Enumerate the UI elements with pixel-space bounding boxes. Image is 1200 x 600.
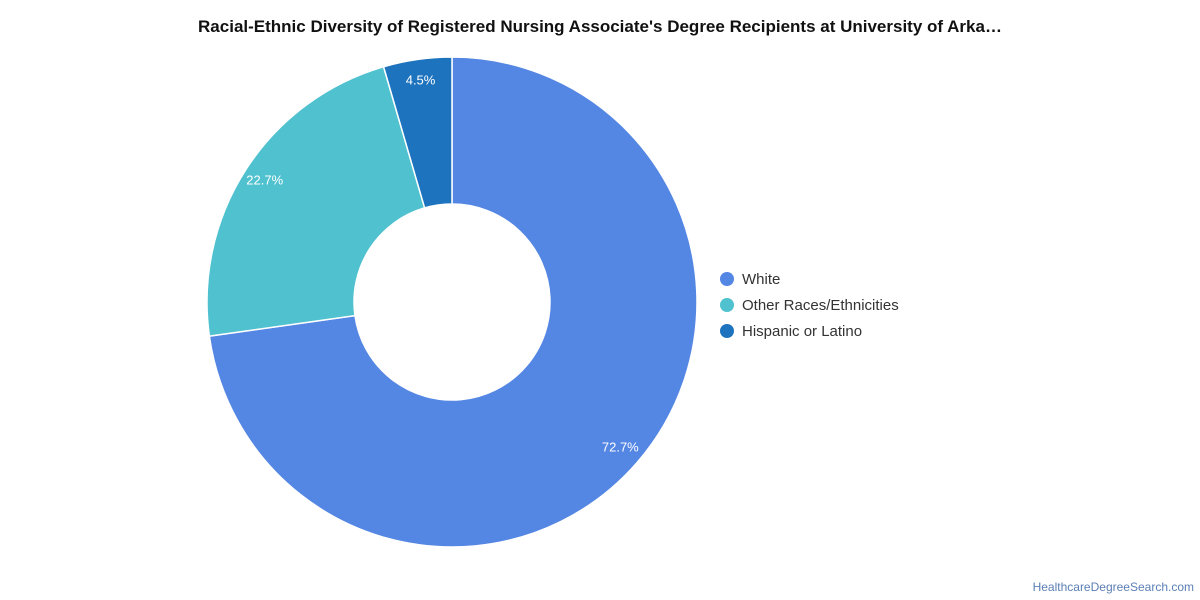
chart-title: Racial-Ethnic Diversity of Registered Nu… xyxy=(198,17,1002,36)
data-label-white: 72.7% xyxy=(602,440,639,455)
data-label-hispanic-or-latino: 4.5% xyxy=(406,73,436,88)
legend-item-white[interactable]: White xyxy=(720,266,899,292)
legend-swatch-icon xyxy=(720,272,734,286)
labels-group: 72.7% 22.7% 4.5% xyxy=(246,73,639,455)
legend-label: Other Races/Ethnicities xyxy=(742,296,899,314)
legend-item-other-races-ethnicities[interactable]: Other Races/Ethnicities xyxy=(720,292,899,318)
slices-group xyxy=(206,56,698,548)
slice-other-races-ethnicities[interactable] xyxy=(206,65,426,338)
slice-hispanic-or-latino[interactable] xyxy=(382,56,453,209)
legend: White Other Races/Ethnicities Hispanic or … xyxy=(720,266,899,344)
legend-item-hispanic-or-latino[interactable]: Hispanic or Latino xyxy=(720,318,899,344)
legend-swatch-icon xyxy=(720,298,734,312)
legend-label: White xyxy=(742,270,781,288)
legend-swatch-icon xyxy=(720,324,734,338)
source-link[interactable]: HealthcareDegreeSearch.com xyxy=(1032,580,1194,594)
data-label-other-races-ethnicities: 22.7% xyxy=(246,172,283,187)
slice-white[interactable] xyxy=(208,56,698,548)
legend-label: Hispanic or Latino xyxy=(742,322,863,340)
